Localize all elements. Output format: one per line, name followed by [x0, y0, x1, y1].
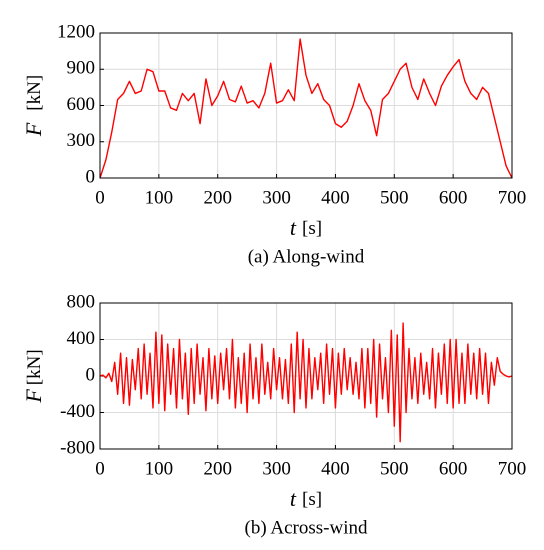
y-axis-symbol: F [21, 389, 46, 404]
x-axis-label: t [s] [290, 215, 322, 240]
x-axis-label: t [s] [290, 486, 322, 511]
y-tick-label: -800 [60, 437, 95, 458]
y-tick-label: 0 [86, 364, 96, 385]
caption: (a) Along-wind [248, 246, 365, 267]
y-axis-unit: [kN] [24, 349, 45, 385]
x-tick-label: 400 [321, 458, 350, 479]
x-tick-label: 100 [145, 187, 174, 208]
x-tick-label: 0 [95, 458, 105, 479]
x-tick-label: 700 [498, 187, 527, 208]
x-tick-label: 500 [380, 187, 409, 208]
x-tick-label: 300 [262, 187, 291, 208]
y-tick-label: 400 [67, 328, 96, 349]
x-tick-label: 400 [321, 187, 350, 208]
x-tick-label: 0 [95, 187, 105, 208]
caption: (b) Across-wind [245, 517, 368, 538]
x-tick-label: 700 [498, 458, 527, 479]
y-axis-label: F [kN] [21, 75, 46, 137]
x-tick-label: 500 [380, 458, 409, 479]
y-tick-label: -400 [60, 401, 95, 422]
subplot: 0 100 200 300 400 500 600 700 -800 -400 0 400 800 t [s… [21, 291, 526, 538]
y-tick-label: 0 [86, 166, 96, 187]
axes-box [99, 32, 513, 179]
y-tick-label: 1200 [57, 21, 95, 42]
x-tick-label: 200 [203, 458, 232, 479]
x-axis-symbol: t [290, 486, 297, 511]
y-axis-unit: [kN] [24, 75, 45, 111]
x-axis-unit: [s] [302, 489, 322, 510]
x-tick-label: 300 [262, 458, 291, 479]
x-axis-unit: [s] [302, 218, 322, 239]
y-axis-symbol: F [21, 122, 46, 137]
y-tick-label: 600 [67, 94, 96, 115]
x-tick-label: 600 [439, 458, 468, 479]
y-tick-label: 900 [67, 58, 96, 79]
x-tick-label: 100 [145, 458, 174, 479]
y-axis-label: F [kN] [21, 349, 46, 403]
x-tick-label: 200 [203, 187, 232, 208]
data-line [99, 38, 513, 179]
y-tick-label: 800 [67, 291, 96, 312]
axes-box [99, 302, 513, 450]
x-tick-label: 600 [439, 187, 468, 208]
y-tick-label: 300 [67, 130, 96, 151]
data-line [99, 322, 513, 443]
subplot: 0 100 200 300 400 500 600 700 0 300 600 900 1200 t [s]… [21, 21, 526, 267]
x-axis-symbol: t [290, 215, 297, 240]
